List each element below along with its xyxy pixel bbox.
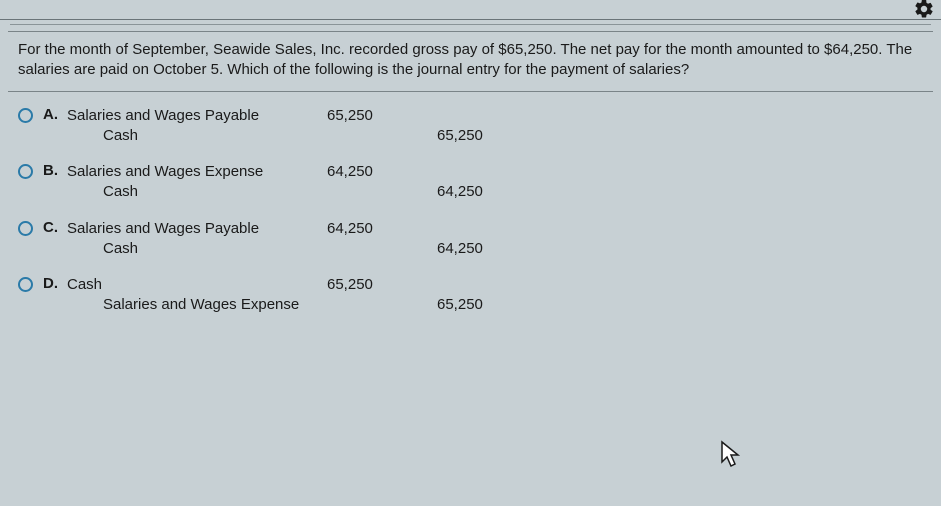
radio-a[interactable] xyxy=(18,108,33,123)
option-letter: B. xyxy=(43,162,67,179)
debit-amount: 65,250 xyxy=(327,275,437,295)
entry-line: Cash 64,250 xyxy=(67,182,931,202)
debit-amount xyxy=(327,126,437,146)
account-name: Salaries and Wages Payable xyxy=(67,219,327,239)
divider xyxy=(10,24,931,25)
gear-icon[interactable] xyxy=(913,0,935,20)
credit-amount: 65,250 xyxy=(437,126,547,146)
debit-amount xyxy=(327,182,437,202)
options-list: A. Salaries and Wages Payable 65,250 Cas… xyxy=(0,92,941,316)
option-c[interactable]: C. Salaries and Wages Payable 64,250 Cas… xyxy=(18,219,931,260)
cursor-icon xyxy=(720,440,744,470)
entry-line: Cash 65,250 xyxy=(67,275,931,295)
entry-line: Salaries and Wages Payable 64,250 xyxy=(67,219,931,239)
credit-amount: 64,250 xyxy=(437,239,547,259)
account-name: Cash xyxy=(67,239,327,259)
account-name: Salaries and Wages Expense xyxy=(67,295,327,315)
option-letter: D. xyxy=(43,275,67,292)
radio-b[interactable] xyxy=(18,164,33,179)
credit-amount xyxy=(437,219,547,239)
account-name: Cash xyxy=(67,275,327,295)
entry-line: Salaries and Wages Payable 65,250 xyxy=(67,106,931,126)
radio-d[interactable] xyxy=(18,277,33,292)
top-bar xyxy=(0,0,941,20)
entry-line: Salaries and Wages Expense 64,250 xyxy=(67,162,931,182)
option-b[interactable]: B. Salaries and Wages Expense 64,250 Cas… xyxy=(18,162,931,203)
option-a[interactable]: A. Salaries and Wages Payable 65,250 Cas… xyxy=(18,106,931,147)
debit-amount xyxy=(327,239,437,259)
credit-amount: 65,250 xyxy=(437,295,547,315)
debit-amount xyxy=(327,295,437,315)
journal-entry: Salaries and Wages Payable 65,250 Cash 6… xyxy=(67,106,931,147)
account-name: Cash xyxy=(67,126,327,146)
entry-line: Cash 64,250 xyxy=(67,239,931,259)
credit-amount xyxy=(437,162,547,182)
credit-amount xyxy=(437,275,547,295)
option-letter: C. xyxy=(43,219,67,236)
journal-entry: Salaries and Wages Expense 64,250 Cash 6… xyxy=(67,162,931,203)
journal-entry: Cash 65,250 Salaries and Wages Expense 6… xyxy=(67,275,931,316)
entry-line: Cash 65,250 xyxy=(67,126,931,146)
account-name: Salaries and Wages Expense xyxy=(67,162,327,182)
credit-amount: 64,250 xyxy=(437,182,547,202)
debit-amount: 65,250 xyxy=(327,106,437,126)
account-name: Salaries and Wages Payable xyxy=(67,106,327,126)
radio-c[interactable] xyxy=(18,221,33,236)
debit-amount: 64,250 xyxy=(327,219,437,239)
journal-entry: Salaries and Wages Payable 64,250 Cash 6… xyxy=(67,219,931,260)
account-name: Cash xyxy=(67,182,327,202)
credit-amount xyxy=(437,106,547,126)
entry-line: Salaries and Wages Expense 65,250 xyxy=(67,295,931,315)
debit-amount: 64,250 xyxy=(327,162,437,182)
question-text: For the month of September, Seawide Sale… xyxy=(8,31,933,92)
option-d[interactable]: D. Cash 65,250 Salaries and Wages Expens… xyxy=(18,275,931,316)
option-letter: A. xyxy=(43,106,67,123)
